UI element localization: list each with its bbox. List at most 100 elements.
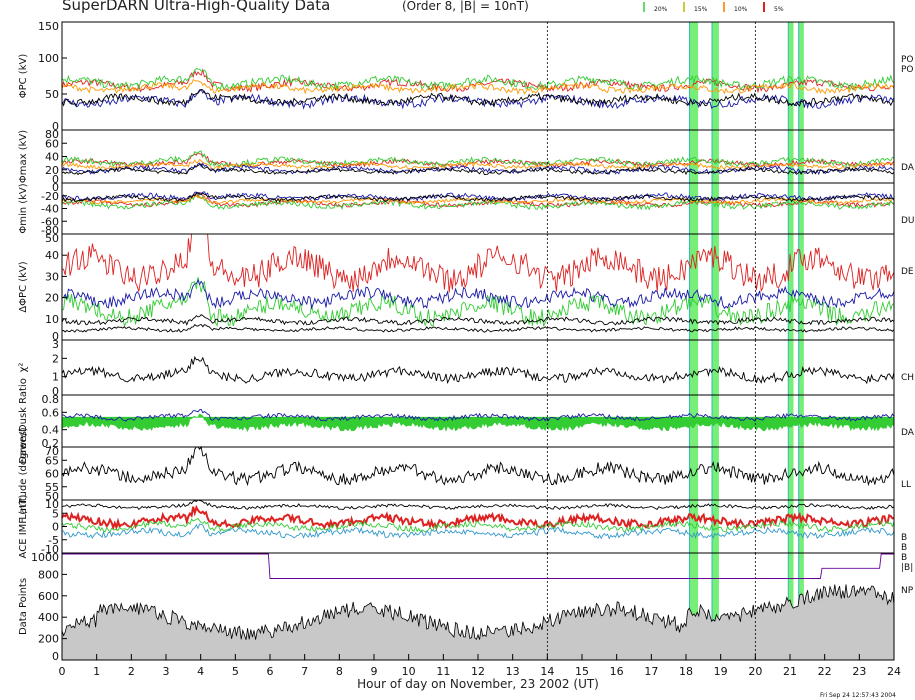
x-tick-label: 16 bbox=[610, 665, 624, 678]
series-dphipc-0 bbox=[61, 233, 895, 293]
y-tick-label: 0 bbox=[52, 181, 59, 194]
y-tick-label: 150 bbox=[38, 20, 59, 33]
event-band bbox=[689, 22, 699, 660]
y-axis-label: ΦPC (kV) bbox=[18, 54, 29, 99]
x-tick-label: 10 bbox=[402, 665, 416, 678]
x-tick-label: 12 bbox=[471, 665, 485, 678]
legend-label: 20% bbox=[654, 6, 668, 13]
y-axis-label: Φmax (kV) bbox=[18, 130, 29, 183]
y-tick-label: 0 bbox=[52, 173, 59, 186]
right-label: PO bbox=[901, 65, 914, 75]
y-tick-label: 0 bbox=[52, 330, 59, 343]
x-tick-label: 18 bbox=[679, 665, 693, 678]
y-axis-label: Dawn/Dusk Ratio bbox=[18, 378, 29, 464]
legend: 20% 15% 10% 5% bbox=[643, 2, 784, 13]
series-lat-0 bbox=[61, 445, 895, 487]
series-dphipc-3 bbox=[61, 314, 895, 326]
right-label: PO bbox=[901, 55, 914, 65]
right-label: |B| bbox=[901, 563, 913, 573]
x-tick-label: 0 bbox=[59, 665, 66, 678]
x-tick-label: 15 bbox=[575, 665, 589, 678]
y-tick-label: -20 bbox=[41, 190, 59, 203]
panel-frame bbox=[61, 339, 895, 396]
series-phimax-4 bbox=[61, 163, 895, 176]
right-label: DA bbox=[901, 428, 915, 438]
right-label: DU bbox=[901, 216, 915, 226]
x-tick-label: 9 bbox=[371, 665, 378, 678]
panel-frame bbox=[61, 129, 895, 184]
series-phimin-4 bbox=[61, 191, 895, 203]
y-tick-label: 0.2 bbox=[42, 437, 60, 450]
right-label: DA bbox=[901, 163, 915, 173]
x-tick-label: 5 bbox=[232, 665, 239, 678]
y-axis-label: Data Points bbox=[18, 578, 29, 635]
x-tick-label: 24 bbox=[887, 665, 901, 678]
right-label: B bbox=[901, 533, 907, 543]
y-tick-label: 3 bbox=[52, 338, 59, 351]
x-tick-label: 4 bbox=[197, 665, 204, 678]
event-bands bbox=[688, 22, 804, 660]
y-axis-label: χ² bbox=[18, 363, 29, 373]
y-tick-label: 0.4 bbox=[42, 424, 60, 437]
y-tick-label: 10 bbox=[45, 498, 59, 511]
x-tick-label: 8 bbox=[336, 665, 343, 678]
x-tick-label: 20 bbox=[748, 665, 762, 678]
series-dphipc-1 bbox=[61, 277, 895, 328]
timestamp: Fri Sep 24 12:57:43 2004 bbox=[820, 692, 896, 699]
y-tick-label: 100 bbox=[38, 52, 59, 65]
y-tick-label: -10 bbox=[41, 543, 59, 556]
event-band bbox=[798, 22, 804, 660]
y-axis-label: ΔΦPC (kV) bbox=[18, 261, 29, 312]
right-label: B bbox=[901, 553, 907, 563]
y-tick-label: 1000 bbox=[31, 551, 59, 564]
x-tick-label: 2 bbox=[128, 665, 135, 678]
y-tick-label: 80 bbox=[45, 128, 59, 141]
panel-npts: 1000 800 600 400 200 0 Data Points NP bbox=[18, 551, 914, 663]
event-band bbox=[712, 22, 719, 660]
y-tick-label: 40 bbox=[45, 151, 59, 164]
panel-frame bbox=[61, 21, 895, 131]
y-tick-label: 50 bbox=[45, 88, 59, 101]
y-axis-label: ACE IMF (nT) bbox=[18, 494, 29, 558]
x-tick-label: 11 bbox=[436, 665, 450, 678]
x-tick-label: 1 bbox=[93, 665, 100, 678]
y-tick-label: -40 bbox=[41, 203, 59, 216]
y-tick-label: 0 bbox=[52, 120, 59, 133]
series-phimax-0 bbox=[61, 151, 895, 169]
y-tick-label: 60 bbox=[45, 137, 59, 150]
y-tick-label: -80 bbox=[41, 224, 59, 237]
legend-label: 10% bbox=[734, 6, 748, 13]
figure-title: SuperDARN Ultra-High-Quality Data bbox=[62, 0, 330, 14]
y-tick-label: 5 bbox=[52, 507, 59, 520]
panel-chi2: 32 10 χ² CH bbox=[18, 338, 914, 398]
panel-ratio: 0.80.6 0.40.2 Dawn/Dusk Ratio DA bbox=[18, 378, 915, 464]
series-imf-0 bbox=[61, 499, 895, 511]
series-chi2-0 bbox=[61, 355, 895, 385]
right-label: DE bbox=[901, 267, 914, 277]
y-tick-label: 800 bbox=[38, 568, 59, 581]
y-tick-label: 200 bbox=[38, 633, 59, 646]
panel-frame bbox=[61, 499, 895, 554]
x-axis-label: Hour of day on November, 23 2002 (UT) bbox=[357, 677, 599, 691]
y-tick-label: 20 bbox=[45, 164, 59, 177]
y-tick-label: 60 bbox=[45, 468, 59, 481]
y-tick-label: 1 bbox=[52, 371, 59, 384]
right-label: CH bbox=[901, 373, 914, 383]
series-phimin-2 bbox=[61, 195, 894, 205]
y-tick-label: 55 bbox=[45, 481, 59, 494]
x-axis: Hour of day on November, 23 2002 (UT) 0 1… bbox=[59, 654, 901, 691]
series-npts-1 bbox=[62, 553, 894, 579]
legend-label: 5% bbox=[774, 6, 784, 13]
y-tick-label: 40 bbox=[45, 249, 59, 262]
x-tick-label: 13 bbox=[506, 665, 520, 678]
x-tick-label: 19 bbox=[714, 665, 728, 678]
x-tick-label: 3 bbox=[163, 665, 170, 678]
y-tick-label: 10 bbox=[45, 313, 59, 326]
x-tick-label: 6 bbox=[267, 665, 274, 678]
y-tick-label: -5 bbox=[48, 534, 59, 547]
y-tick-label: 0.6 bbox=[42, 406, 60, 419]
